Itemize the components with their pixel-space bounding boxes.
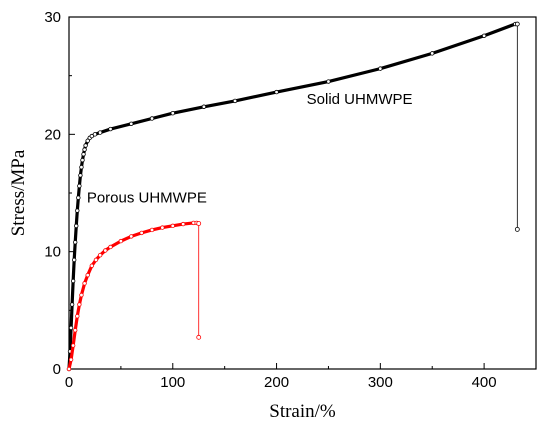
data-point xyxy=(82,147,87,152)
data-point xyxy=(378,66,383,71)
data-point xyxy=(70,343,76,348)
fracture-point-top xyxy=(196,221,202,226)
data-point xyxy=(108,244,113,250)
data-point xyxy=(75,314,80,319)
data-point xyxy=(89,263,95,268)
fracture-point-bottom xyxy=(196,334,202,340)
data-point xyxy=(103,248,108,253)
series-label: Porous UHMWPE xyxy=(87,189,207,206)
y-tick-label: 0 xyxy=(53,361,61,378)
data-point xyxy=(201,104,207,109)
x-tick-label: 0 xyxy=(65,374,73,391)
data-point xyxy=(481,33,487,38)
data-point xyxy=(85,272,90,278)
x-axis-ticks: 0 100 200 300 400 xyxy=(65,363,497,391)
data-point xyxy=(97,252,103,258)
series-line xyxy=(67,22,517,371)
x-tick-label: 400 xyxy=(472,374,497,391)
fracture-point-top xyxy=(514,21,520,27)
series-solid-uhmwpe xyxy=(66,21,520,372)
data-point xyxy=(92,132,98,137)
data-point xyxy=(97,130,103,135)
data-point xyxy=(108,126,113,132)
data-point xyxy=(430,51,435,56)
data-point xyxy=(73,328,78,333)
fracture-point-bottom xyxy=(514,226,520,232)
y-tick-label: 30 xyxy=(44,9,61,26)
data-point xyxy=(118,238,124,244)
data-point xyxy=(74,223,79,229)
series-label: Solid UHMWPE xyxy=(307,91,413,108)
data-point xyxy=(68,325,74,331)
data-point xyxy=(129,121,134,126)
data-point xyxy=(274,89,279,95)
series-porous-uhmwpe xyxy=(66,220,202,372)
data-point xyxy=(82,281,87,286)
data-point xyxy=(79,164,84,170)
data-point xyxy=(76,195,81,200)
data-point xyxy=(77,302,82,307)
data-point xyxy=(66,366,72,372)
data-point xyxy=(77,183,82,189)
data-point xyxy=(170,223,175,229)
data-point xyxy=(68,357,74,362)
data-point xyxy=(160,225,165,230)
plot-area: 0 100 200 300 400 0 10 20 30 Solid UHMWPE Porous… xyxy=(44,9,537,391)
data-point xyxy=(180,221,186,227)
data-point xyxy=(139,230,144,236)
series-line xyxy=(67,221,199,371)
data-point xyxy=(78,173,83,178)
data-point xyxy=(80,157,85,163)
data-point xyxy=(149,116,155,121)
data-point xyxy=(81,152,86,157)
data-point xyxy=(149,227,155,233)
data-point xyxy=(73,240,78,245)
data-point xyxy=(129,234,134,239)
data-point xyxy=(83,143,88,148)
x-axis-title: Strain/% xyxy=(269,401,336,422)
data-point xyxy=(69,302,75,307)
x-tick-label: 300 xyxy=(368,374,393,391)
data-point xyxy=(75,208,80,213)
y-axis-title: Stress/MPa xyxy=(8,149,29,236)
x-tick-label: 200 xyxy=(264,374,289,391)
data-point xyxy=(326,79,331,84)
data-point xyxy=(170,111,175,116)
y-tick-label: 10 xyxy=(44,244,61,261)
data-point xyxy=(232,98,238,104)
data-point xyxy=(70,278,76,284)
data-point xyxy=(79,292,84,298)
data-point xyxy=(71,257,77,263)
data-point xyxy=(93,257,99,263)
x-tick-label: 100 xyxy=(160,374,185,391)
y-tick-label: 20 xyxy=(44,126,61,143)
series-labels: Solid UHMWPE Porous UHMWPE xyxy=(87,91,413,207)
series-layer xyxy=(66,21,520,372)
data-point xyxy=(85,138,90,143)
